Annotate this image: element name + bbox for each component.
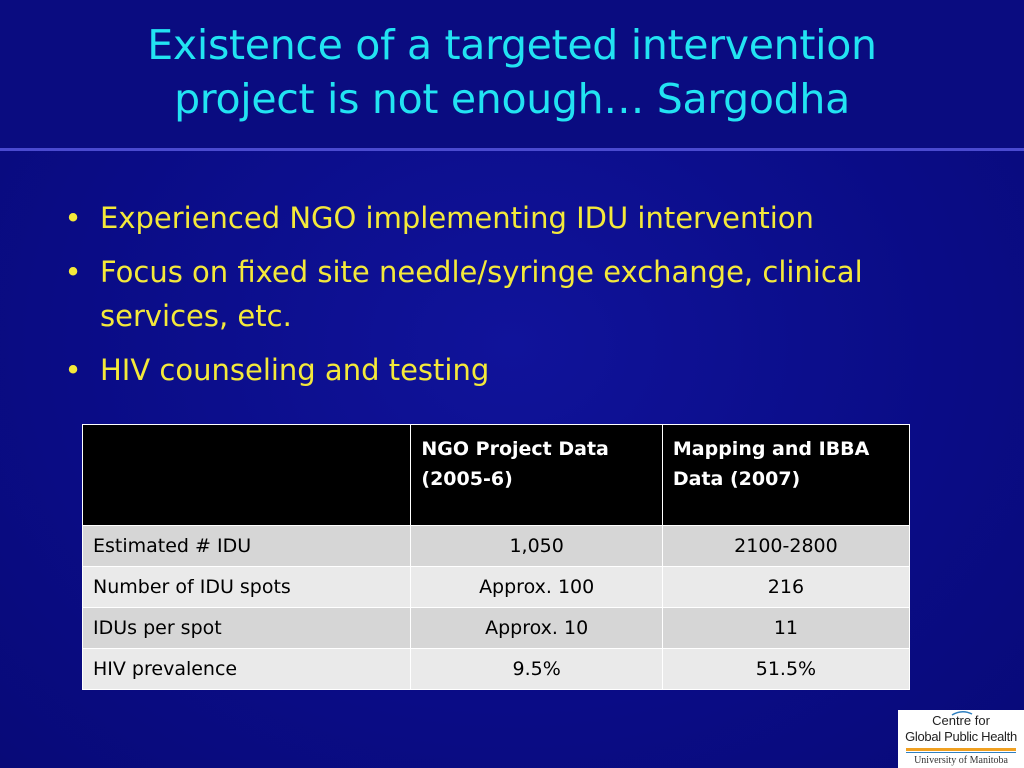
- table-header-mapping-data: Mapping and IBBA Data (2007): [661, 424, 911, 526]
- cgph-logo: Centre for Global Public Health Universi…: [898, 710, 1024, 768]
- bullet-item: • HIV counseling and testing: [62, 348, 992, 392]
- bullet-item: • Experienced NGO implementing IDU inter…: [62, 196, 992, 240]
- row-label: Number of IDU spots: [81, 566, 412, 608]
- table-row: Estimated # IDU 1,050 2100-2800: [81, 525, 911, 567]
- ngo-value: Approx. 10: [410, 607, 663, 649]
- bullet-glyph: •: [64, 255, 82, 289]
- mapping-value: 51.5%: [661, 648, 911, 690]
- bullet-item: • Focus on fixed site needle/syringe exc…: [62, 250, 992, 338]
- title-band: [0, 0, 1024, 148]
- table-row: HIV prevalence 9.5% 51.5%: [81, 648, 911, 690]
- ngo-value: 9.5%: [410, 648, 663, 690]
- comparison-table: NGO Project Data (2005-6) Mapping and IB…: [81, 424, 911, 690]
- mapping-value: 11: [661, 607, 911, 649]
- bullet-glyph: •: [64, 201, 82, 235]
- title-divider: [0, 148, 1024, 151]
- bullet-text: Experienced NGO implementing IDU interve…: [100, 201, 814, 235]
- bullet-glyph: •: [64, 353, 82, 387]
- logo-line-2: Global Public Health: [905, 729, 1017, 744]
- row-label: IDUs per spot: [81, 607, 412, 649]
- logo-rule-thin: [906, 752, 1016, 753]
- row-label: Estimated # IDU: [81, 525, 412, 567]
- bullet-text: Focus on fixed site needle/syringe excha…: [100, 255, 863, 333]
- logo-line-1: Centre for: [932, 713, 990, 728]
- table-header-row: NGO Project Data (2005-6) Mapping and IB…: [81, 424, 911, 526]
- ngo-value: Approx. 100: [410, 566, 663, 608]
- table-header-empty: [81, 424, 412, 526]
- title-line-2: project is not enough… Sargodha: [174, 75, 850, 123]
- logo-swoosh-icon: [951, 711, 973, 716]
- table-row: IDUs per spot Approx. 10 11: [81, 607, 911, 649]
- logo-line-3: University of Manitoba: [914, 755, 1008, 766]
- bullet-list: • Experienced NGO implementing IDU inter…: [62, 196, 992, 402]
- bullet-text: HIV counseling and testing: [100, 353, 490, 387]
- mapping-value: 2100-2800: [661, 525, 911, 567]
- mapping-value: 216: [661, 566, 911, 608]
- logo-rule: [906, 748, 1016, 751]
- ngo-value: 1,050: [410, 525, 663, 567]
- table-header-ngo-data: NGO Project Data (2005-6): [410, 424, 663, 526]
- table-row: Number of IDU spots Approx. 100 216: [81, 566, 911, 608]
- title-line-1: Existence of a targeted intervention: [147, 21, 877, 69]
- slide-title: Existence of a targeted intervention pro…: [0, 18, 1024, 126]
- row-label: HIV prevalence: [81, 648, 412, 690]
